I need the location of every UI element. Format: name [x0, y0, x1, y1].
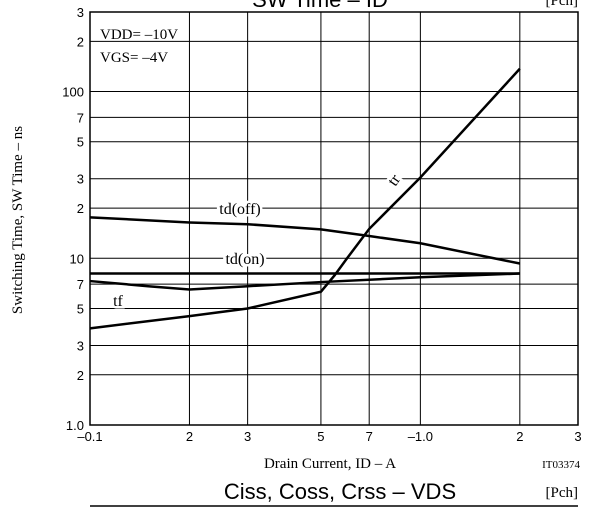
y-tick-label: 2 [77, 201, 84, 216]
y-tick-label: 1.0 [66, 418, 84, 433]
title-note: [Pch] [546, 0, 579, 9]
figure-id: IT03374 [542, 459, 580, 471]
annotation: VGS= –4V [100, 50, 168, 66]
annotation: VDD= –10V [100, 27, 178, 43]
plot-frame [89, 11, 579, 426]
chart-title: SW Time – ID [252, 0, 388, 12]
y-tick-label: 100 [62, 85, 84, 100]
y-tick-label: 7 [77, 277, 84, 292]
y-tick-label: 3 [77, 172, 84, 187]
series-label: td(on) [225, 251, 264, 268]
x-tick-label: –1.0 [408, 429, 433, 444]
x-axis-label: Drain Current, ID – A [264, 456, 396, 472]
x-tick-label: 3 [574, 429, 581, 444]
x-tick-label: –0.1 [77, 429, 102, 444]
series-label: td(off) [219, 201, 260, 218]
y-tick-label: 5 [77, 135, 84, 150]
next-title-note: [Pch] [546, 485, 579, 501]
y-tick-label: 10 [70, 251, 84, 266]
series-label: tf [113, 293, 123, 310]
next-title: Ciss, Coss, Crss – VDS [224, 479, 456, 504]
y-tick-label: 2 [77, 34, 84, 49]
y-axis-label: Switching Time, SW Time – ns [10, 126, 26, 314]
series-line [89, 67, 521, 330]
x-tick-label: 5 [317, 429, 324, 444]
series-label: tr [385, 171, 405, 189]
x-tick-label: 3 [244, 429, 251, 444]
y-tick-label: 7 [77, 110, 84, 125]
x-tick-label: 7 [366, 429, 373, 444]
series-line [89, 272, 520, 291]
y-tick-label: 5 [77, 301, 84, 316]
y-tick-label: 3 [77, 338, 84, 353]
x-tick-label: 2 [186, 429, 193, 444]
y-tick-label: 2 [77, 368, 84, 383]
x-tick-label: 2 [516, 429, 523, 444]
y-tick-label: 3 [77, 5, 84, 20]
series-line [89, 216, 521, 265]
